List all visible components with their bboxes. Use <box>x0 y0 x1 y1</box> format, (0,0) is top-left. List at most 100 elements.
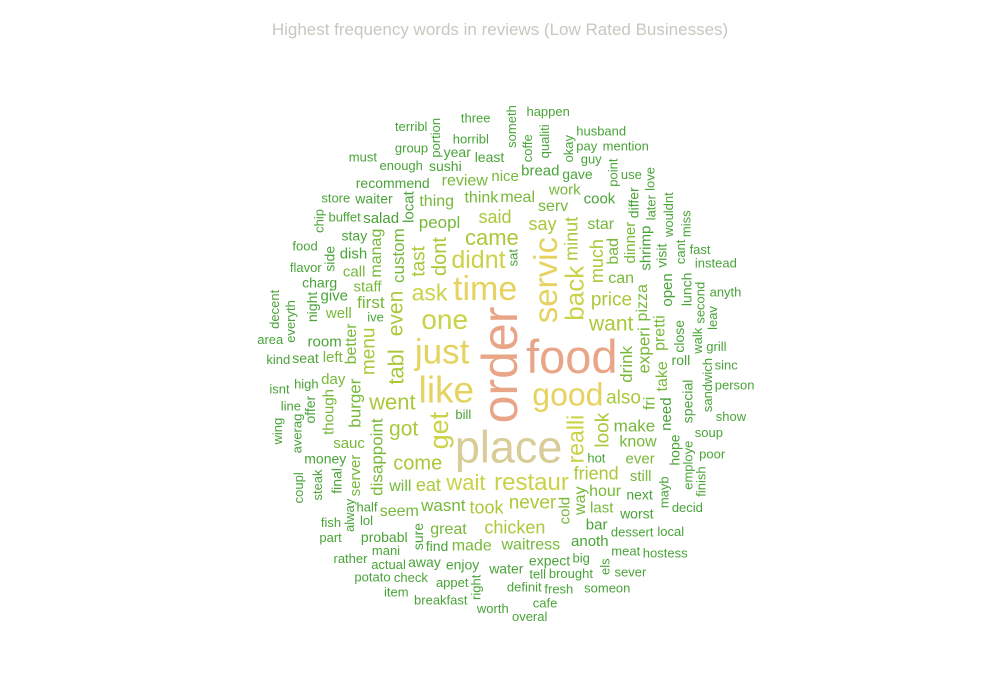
word-hostess: hostess <box>643 545 688 560</box>
word-bad: bad <box>605 238 622 265</box>
word-anyth: anyth <box>710 285 742 300</box>
word-friend: friend <box>574 463 619 483</box>
word-line: line <box>281 399 301 414</box>
word-eat: eat <box>416 475 441 495</box>
word-take: take <box>654 361 671 391</box>
word-wasnt: wasnt <box>420 496 466 515</box>
word-poor: poor <box>699 446 726 461</box>
word-never: never <box>509 493 557 514</box>
word-serv: serv <box>538 198 568 215</box>
word-cant: cant <box>673 239 688 264</box>
word-miss: miss <box>679 210 694 237</box>
word-ive: ive <box>367 310 384 325</box>
word-tell: tell <box>529 567 546 582</box>
word-sure: sure <box>410 523 426 550</box>
word-decid: decid <box>672 500 703 515</box>
word-lol: lol <box>360 513 373 528</box>
word-disappoint: disappoint <box>367 418 386 496</box>
word-servic: servic <box>527 237 564 323</box>
word-area: area <box>257 332 284 347</box>
word-nice: nice <box>491 168 519 185</box>
word-show: show <box>716 409 747 424</box>
word-price: price <box>591 289 632 310</box>
word-gave: gave <box>562 166 593 182</box>
word-next: next <box>626 487 653 503</box>
word-rather: rather <box>334 551 369 566</box>
word-better: better <box>343 323 360 365</box>
word-know: know <box>619 434 657 451</box>
word-everyth: everyth <box>283 300 298 343</box>
word-one: one <box>421 304 468 335</box>
word-special: special <box>679 380 695 424</box>
word-sandwich: sandwich <box>700 358 715 412</box>
word-second: second <box>692 282 707 324</box>
word-say: say <box>529 214 557 234</box>
word-work: work <box>548 182 581 199</box>
word-thing: thing <box>419 193 454 210</box>
word-still: still <box>630 468 652 485</box>
word-even: even <box>385 291 408 337</box>
word-made: made <box>452 538 492 555</box>
word-kind: kind <box>266 352 290 367</box>
word-portion: portion <box>428 118 443 158</box>
word-definit: definit <box>507 579 542 594</box>
word-pizza: pizza <box>634 284 651 321</box>
word-minut: minut <box>562 217 582 261</box>
word-high: high <box>294 377 319 392</box>
word-away: away <box>408 554 441 570</box>
word-decent: decent <box>267 289 282 328</box>
word-charg: charg <box>302 274 337 290</box>
word-manag: manag <box>368 229 385 278</box>
word-someth: someth <box>504 105 519 148</box>
word-alway: alway <box>342 498 357 532</box>
word-flavor: flavor <box>290 260 322 275</box>
word-drink: drink <box>617 345 636 382</box>
word-finish: finish <box>694 466 709 496</box>
word-meal: meal <box>500 189 535 206</box>
word-burger: burger <box>346 378 365 427</box>
word-way: way <box>572 486 589 515</box>
word-great: great <box>430 521 467 538</box>
word-star: star <box>587 216 614 233</box>
word-peopl: peopl <box>419 213 461 232</box>
word-make: make <box>614 417 656 436</box>
word-cold: cold <box>557 497 574 525</box>
word-differ: differ <box>626 187 642 218</box>
word-went: went <box>368 389 415 414</box>
word-isnt: isnt <box>269 382 290 397</box>
word-fresh: fresh <box>544 581 573 596</box>
word-buffet: buffet <box>328 210 361 225</box>
word-food: food <box>292 239 317 254</box>
word-sinc: sinc <box>715 358 739 373</box>
word-okay: okay <box>561 134 576 162</box>
word-waiter: waiter <box>354 191 393 207</box>
word-menu: menu <box>359 328 380 376</box>
chart-title: Highest frequency words in reviews (Low … <box>271 20 729 39</box>
word-sat: sat <box>506 249 521 267</box>
word-fri: fri <box>642 397 659 410</box>
word-grill: grill <box>706 339 726 354</box>
word-guy: guy <box>581 152 602 167</box>
word-call: call <box>343 264 366 281</box>
word-well: well <box>325 305 352 322</box>
word-actual: actual <box>371 557 406 572</box>
word-bill: bill <box>455 407 471 422</box>
word-server: server <box>347 455 364 497</box>
word-first: first <box>357 293 385 312</box>
word-get: get <box>424 411 454 449</box>
word-just: just <box>414 332 470 371</box>
word-steak: steak <box>310 469 325 501</box>
word-said: said <box>479 207 512 227</box>
word-lunch: lunch <box>679 273 695 306</box>
word-also: also <box>606 387 641 408</box>
word-mention: mention <box>603 139 649 154</box>
word-place: place <box>455 422 563 473</box>
word-someon: someon <box>584 581 630 596</box>
word-point: point <box>605 158 620 187</box>
word-came: came <box>465 225 519 250</box>
word-walk: walk <box>690 327 705 355</box>
word-anoth: anoth <box>571 533 609 550</box>
word-bread: bread <box>521 163 559 180</box>
word-come: come <box>393 453 442 475</box>
word-expect: expect <box>529 553 570 569</box>
